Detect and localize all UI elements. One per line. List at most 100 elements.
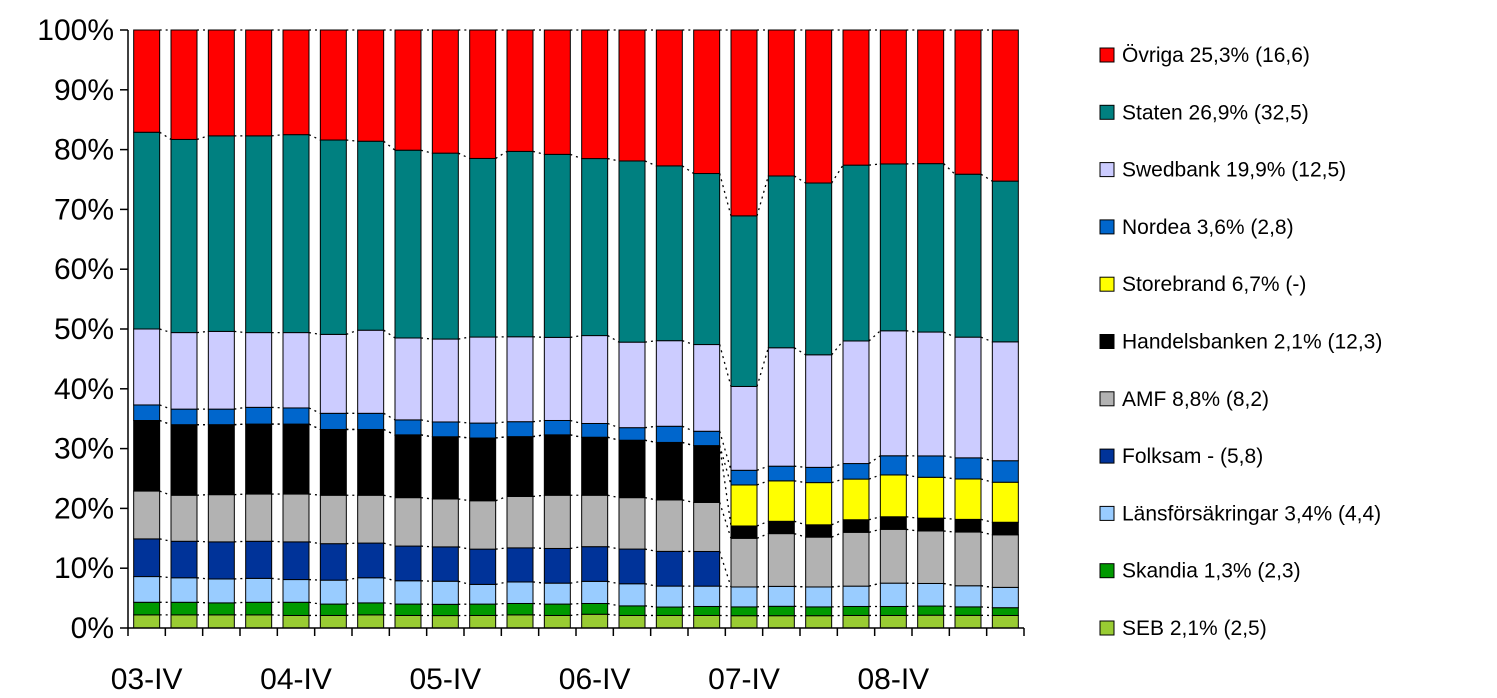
x-tick-label: 07-IV xyxy=(708,663,780,696)
connector-line xyxy=(980,518,993,523)
bar-segment xyxy=(917,605,945,616)
connector-line xyxy=(794,520,806,526)
bar-segment xyxy=(170,138,198,334)
connector-line xyxy=(682,499,694,504)
bar-segment xyxy=(693,501,721,552)
connector-line xyxy=(458,498,470,502)
connector-line xyxy=(271,614,284,617)
bar-segment xyxy=(805,615,833,629)
bar-segment xyxy=(319,29,347,141)
legend-label: Länsförsäkringar 3,4% (4,4) xyxy=(1122,502,1381,525)
bar-segment xyxy=(133,29,161,133)
bar-segment xyxy=(805,606,833,617)
connector-line xyxy=(682,425,694,432)
connector-line xyxy=(570,546,582,550)
bar-segment xyxy=(693,550,721,587)
bar-segment xyxy=(581,602,609,615)
bar-segment xyxy=(991,481,1019,523)
bar-segment xyxy=(319,428,347,496)
bar-segment xyxy=(319,139,347,335)
bar-segment xyxy=(693,173,721,346)
connector-line xyxy=(607,422,620,429)
connector-line xyxy=(793,175,807,184)
y-tick-label: 60% xyxy=(54,253,114,286)
legend-label: Swedbank 19,9% (12,5) xyxy=(1122,159,1346,182)
bar-segment xyxy=(655,499,683,552)
connector-line xyxy=(196,577,209,580)
bar-segment xyxy=(357,140,385,331)
x-tick-label: 04-IV xyxy=(260,663,332,696)
bar-segment xyxy=(506,336,534,423)
bar-segment xyxy=(954,614,982,629)
connector-line xyxy=(495,435,508,439)
legend-item: SEB 2,1% (2,5) xyxy=(1099,617,1267,640)
connector-line xyxy=(868,528,881,533)
connector-line xyxy=(756,175,769,217)
bar-segment xyxy=(991,614,1019,629)
connector-line xyxy=(906,516,918,519)
legend-item: Länsförsäkringar 3,4% (4,4) xyxy=(1099,502,1381,525)
bar-segment xyxy=(991,521,1019,536)
bar-segment xyxy=(655,29,683,167)
bar-segment xyxy=(730,385,758,471)
bar-segment xyxy=(543,29,571,155)
bar-segment xyxy=(730,606,758,617)
bar-segment xyxy=(879,582,907,607)
bar-segment xyxy=(245,493,273,542)
connector-line xyxy=(308,578,321,581)
bar-segment xyxy=(357,602,385,616)
connector-line xyxy=(868,474,881,480)
bar-group xyxy=(133,29,1019,629)
legend-label: Skandia 1,3% (2,3) xyxy=(1122,560,1301,583)
bar-segment xyxy=(954,29,982,175)
bar-segment xyxy=(506,547,534,583)
bar-segment xyxy=(133,601,161,616)
connector-line xyxy=(570,602,582,605)
bar-segment xyxy=(394,497,422,547)
bar-segment xyxy=(394,149,422,339)
legend-swatch xyxy=(1099,448,1115,464)
bar-segment xyxy=(543,582,571,605)
connector-line xyxy=(644,583,657,587)
axes xyxy=(120,29,1025,636)
connector-line xyxy=(607,157,620,162)
bar-segment xyxy=(506,421,534,438)
connector-line xyxy=(756,480,769,486)
connector-line xyxy=(495,421,508,424)
legend-item: Handelsbanken 2,1% (12,3) xyxy=(1099,331,1382,354)
bar-segment xyxy=(543,434,571,496)
connector-line xyxy=(458,436,470,439)
legend-swatch xyxy=(1099,620,1115,636)
connector-line xyxy=(906,330,918,333)
bar-segment xyxy=(954,478,982,520)
bar-segment xyxy=(319,603,347,616)
bar-segment xyxy=(917,455,945,478)
connector-line xyxy=(458,336,470,340)
bar-segment xyxy=(245,332,273,408)
connector-line xyxy=(980,336,993,343)
connector-line xyxy=(644,548,657,553)
connector-line xyxy=(607,436,620,441)
bar-segment xyxy=(767,175,795,349)
bar-segment xyxy=(469,437,497,502)
bar-segment xyxy=(319,614,347,629)
connector-line xyxy=(196,540,209,543)
bar-segment xyxy=(506,602,534,616)
legend-item: AMF 8,8% (8,2) xyxy=(1099,388,1269,411)
connector-line xyxy=(271,577,284,581)
connector-line xyxy=(383,428,396,436)
bar-segment xyxy=(207,330,235,410)
connector-line xyxy=(308,331,321,336)
bar-segment xyxy=(842,614,870,629)
bar-segment xyxy=(954,585,982,608)
bar-segment xyxy=(991,586,1019,609)
connector-line xyxy=(420,337,433,340)
bar-segment xyxy=(319,543,347,581)
legend-label: Folksam - (5,8) xyxy=(1122,445,1263,468)
legend-swatch xyxy=(1099,563,1115,579)
connector-line xyxy=(681,165,695,175)
connector-line xyxy=(980,457,993,462)
connector-line xyxy=(756,347,769,387)
bar-segment xyxy=(655,441,683,501)
legend-item: Folksam - (5,8) xyxy=(1099,445,1263,468)
